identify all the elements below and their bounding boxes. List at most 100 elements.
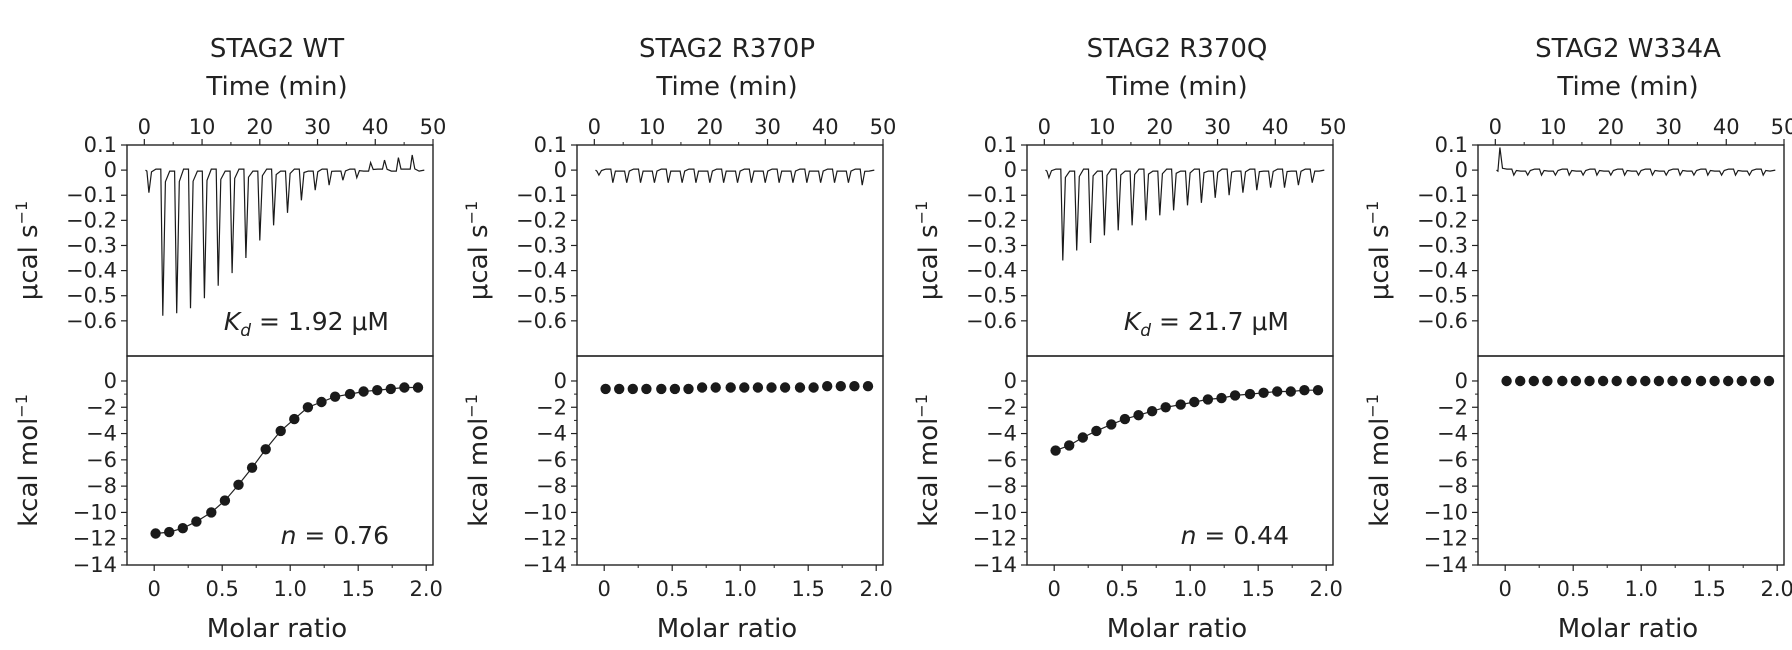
integrated-y-tick-label: −2 [86, 395, 117, 419]
integrated-y-tick-label: −12 [523, 527, 567, 551]
n-annotation: n = 0.44 [1181, 521, 1289, 550]
raw-y-tick-label: −0.4 [516, 259, 567, 283]
integrated-y-axis-label-exponent: −1 [912, 394, 931, 418]
raw-thermogram-trace [595, 168, 875, 186]
integrated-heat-point [1077, 432, 1089, 443]
integrated-heat-point [219, 495, 231, 506]
raw-y-tick-label: −0.5 [966, 284, 1017, 308]
molar-tick-label: 0.5 [1105, 577, 1138, 601]
integrated-y-axis-label: kcal mol−1 [912, 394, 944, 527]
integrated-heat-point [794, 382, 806, 393]
integrated-y-tick-label: −10 [523, 500, 567, 524]
raw-y-tick-label: −0.5 [1417, 284, 1468, 308]
integrated-heat-point [1299, 385, 1310, 396]
n-annotation: n = 0.76 [281, 521, 389, 550]
integrated-heat-point [385, 383, 396, 395]
integrated-panel-frame [576, 355, 884, 566]
integrated-y-axis-label: kcal mol−1 [12, 394, 44, 527]
integrated-heat-point [835, 381, 846, 392]
raw-y-tick-label: −0.2 [516, 208, 567, 232]
molar-tick-label: 1.0 [1624, 577, 1657, 601]
integrated-heat-point [1189, 396, 1200, 408]
time-axis-label: Time (min) [205, 72, 347, 102]
raw-panel-frame [576, 144, 884, 357]
molar-tick-label: 2.0 [409, 577, 442, 601]
integrated-heat-point [1064, 440, 1075, 451]
panel-title: STAG2 R370Q [1087, 34, 1268, 64]
molar-tick-label: 2.0 [859, 577, 892, 601]
time-tick-label: 10 [639, 115, 666, 139]
panel-title: STAG2 W334A [1535, 34, 1721, 64]
time-tick-label: 30 [754, 115, 781, 139]
integrated-heat-point [1285, 386, 1297, 397]
integrated-heat-point [1312, 385, 1324, 396]
raw-thermogram-trace [145, 154, 425, 316]
raw-y-tick-label: −0.5 [66, 284, 117, 308]
time-tick-label: 20 [1597, 115, 1624, 139]
integrated-heat-point [1258, 387, 1269, 398]
integrated-y-tick-label: −12 [73, 527, 117, 551]
integrated-y-tick-label: 0 [1004, 369, 1017, 393]
integrated-heat-point [1244, 388, 1256, 400]
integrated-y-tick-label: −6 [536, 448, 567, 472]
time-tick-label: 40 [1262, 115, 1289, 139]
integrated-heat-point [1626, 375, 1637, 387]
raw-y-tick-label: −0.1 [66, 183, 117, 207]
integrated-heat-point [849, 381, 860, 392]
integrated-heat-point [1272, 386, 1283, 397]
raw-y-tick-label: −0.1 [966, 183, 1017, 207]
integrated-y-axis-label: kcal mol−1 [462, 394, 494, 527]
integrated-heat-point [1667, 375, 1678, 387]
raw-y-axis-label-base: μcal s [14, 224, 44, 300]
time-tick-label: 30 [1655, 115, 1682, 139]
raw-y-tick-label: 0 [554, 158, 567, 182]
integrated-y-tick-label: −2 [1437, 395, 1468, 419]
raw-y-tick-label: −0.3 [1417, 233, 1468, 257]
integrated-heat-point [289, 413, 300, 425]
integrated-heat-point [1611, 375, 1622, 387]
integrated-y-tick-label: −10 [973, 500, 1017, 524]
integrated-y-tick-label: −12 [1424, 527, 1468, 551]
integrated-y-axis-label-exponent: −1 [1363, 394, 1382, 418]
time-tick-label: 50 [420, 115, 447, 139]
integrated-heat-point [233, 479, 244, 490]
raw-y-tick-label: −0.3 [966, 233, 1017, 257]
raw-y-axis-label-exponent: −1 [462, 201, 481, 225]
integrated-heat-point [372, 385, 383, 396]
panel-title: STAG2 WT [210, 34, 344, 64]
integrated-heat-point [1763, 375, 1775, 387]
integrated-y-tick-label: −4 [986, 422, 1017, 446]
kd-value: = 21.7 μM [1151, 307, 1289, 336]
integrated-y-tick-label: −14 [523, 553, 567, 577]
molar-tick-label: 0 [1499, 577, 1512, 601]
time-axis-label: Time (min) [655, 72, 797, 102]
raw-y-tick-label: −0.5 [516, 284, 567, 308]
kd-symbol: K [1124, 307, 1143, 336]
time-tick-label: 30 [304, 115, 331, 139]
molar-tick-label: 1.0 [273, 577, 306, 601]
binding-fit-curve [155, 386, 418, 535]
integrated-panel-frame [1477, 355, 1785, 566]
raw-y-tick-label: 0 [104, 158, 117, 182]
time-tick-label: 50 [1320, 115, 1347, 139]
raw-y-tick-label: 0.1 [1435, 133, 1468, 157]
raw-y-axis-label-base: μcal s [914, 224, 944, 300]
integrated-heat-point [1160, 402, 1171, 413]
integrated-y-tick-label: 0 [104, 369, 117, 393]
integrated-heat-point [1542, 375, 1553, 387]
n-symbol: n [281, 521, 297, 550]
raw-y-tick-label: −0.4 [966, 259, 1017, 283]
integrated-heat-point [206, 507, 217, 518]
integrated-y-tick-label: −8 [536, 474, 567, 498]
kd-annotation: Kd = 1.92 μM [224, 307, 389, 341]
raw-y-tick-label: −0.2 [66, 208, 117, 232]
raw-y-tick-label: −0.1 [1417, 183, 1468, 207]
time-tick-label: 10 [189, 115, 216, 139]
molar-tick-label: 0.5 [655, 577, 688, 601]
integrated-y-axis-label-exponent: −1 [12, 394, 31, 418]
kd-subscript: d [240, 321, 251, 341]
integrated-heat-point [1640, 375, 1651, 387]
integrated-heat-point [1501, 375, 1512, 387]
integrated-y-tick-label: −10 [1424, 500, 1468, 524]
